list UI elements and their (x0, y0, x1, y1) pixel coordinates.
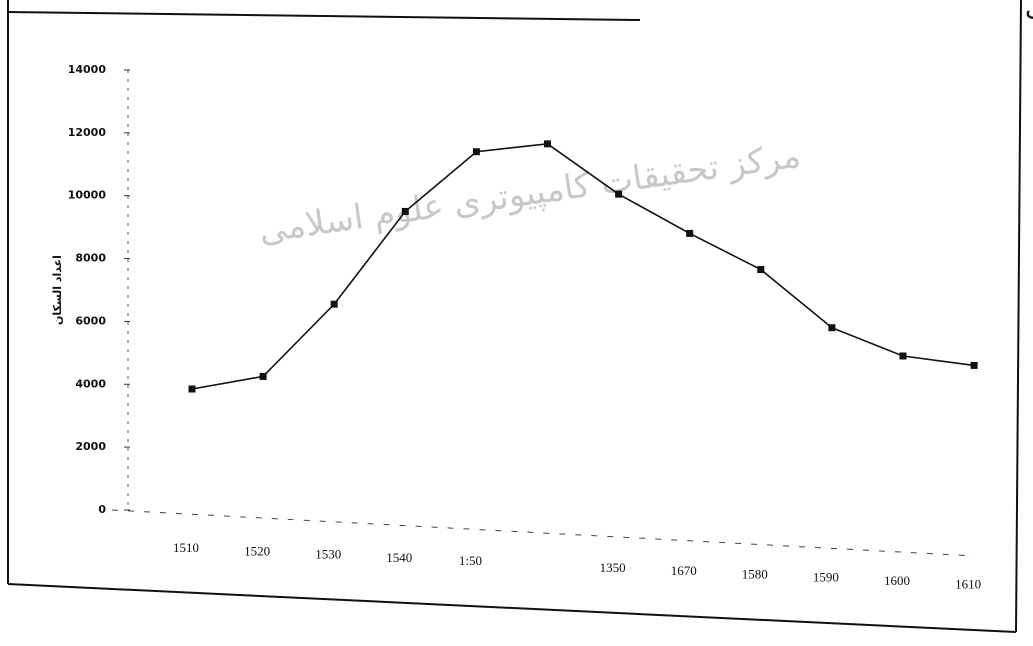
frame-bottom (7, 583, 1017, 633)
y-axis-label: اعداد السكان (51, 255, 64, 325)
point (615, 190, 623, 198)
y-tick-label: 14000 (68, 63, 107, 76)
x-tick-label: 1600 (884, 573, 910, 588)
y-tick-label: 12000 (68, 126, 107, 139)
point (330, 300, 338, 308)
y-tick-label: 6000 (75, 314, 106, 327)
x-axis (111, 509, 976, 557)
x-tick-label: 1510 (173, 540, 199, 555)
point (544, 140, 551, 148)
point (828, 324, 836, 332)
point (188, 385, 196, 393)
x-tick-label: 1530 (315, 547, 341, 562)
point (899, 352, 907, 360)
y-tick-label: 10000 (68, 189, 107, 202)
x-tick-label: 1:50 (459, 553, 482, 568)
x-tick-label: 1540 (386, 550, 412, 565)
point (259, 372, 267, 380)
y-tick-label: 8000 (75, 252, 106, 265)
x-tick-label: 1580 (742, 566, 768, 581)
x-tick-label: 1350 (600, 560, 626, 575)
point (472, 148, 480, 156)
y-tick-label: 2000 (75, 440, 106, 453)
point (686, 229, 694, 237)
frame-top (7, 11, 641, 21)
x-tick-label: 1520 (244, 543, 270, 558)
y-tick-label: 0 (98, 503, 106, 516)
watermark: مرکز تحقیقات کامپیوتری علوم اسلامی (257, 136, 803, 252)
frame-right (1015, 0, 1022, 633)
point (401, 207, 409, 215)
x-tick-label: 1590 (813, 570, 839, 585)
x-tick-label: 1610 (955, 576, 981, 591)
point (757, 266, 765, 274)
heading-text: قل من نصف قرن إلى (1025, 0, 1033, 23)
line-series (191, 143, 975, 390)
x-tick-label: 1670 (671, 563, 697, 578)
y-tick-label: 4000 (75, 377, 106, 390)
point (970, 361, 978, 369)
